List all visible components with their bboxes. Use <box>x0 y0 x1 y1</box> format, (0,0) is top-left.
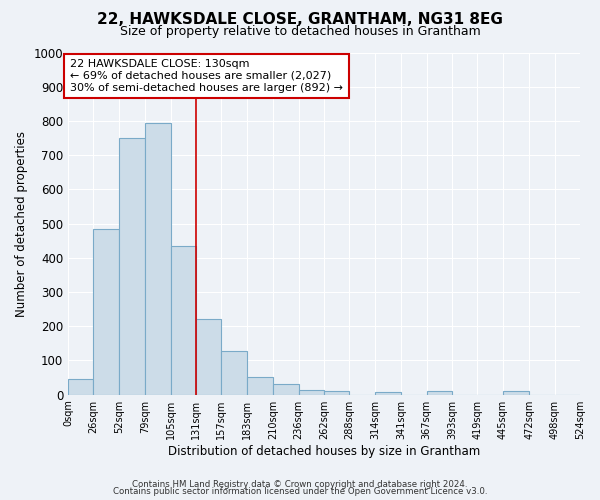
Bar <box>273 384 299 394</box>
Bar <box>94 228 119 394</box>
Bar <box>247 377 273 394</box>
Text: 22, HAWKSDALE CLOSE, GRANTHAM, NG31 8EG: 22, HAWKSDALE CLOSE, GRANTHAM, NG31 8EG <box>97 12 503 28</box>
Text: 22 HAWKSDALE CLOSE: 130sqm
← 69% of detached houses are smaller (2,027)
30% of s: 22 HAWKSDALE CLOSE: 130sqm ← 69% of deta… <box>70 60 343 92</box>
Bar <box>503 392 529 394</box>
Bar <box>299 390 324 394</box>
X-axis label: Distribution of detached houses by size in Grantham: Distribution of detached houses by size … <box>168 444 480 458</box>
Bar <box>145 122 170 394</box>
Bar <box>68 380 94 394</box>
Bar <box>375 392 401 394</box>
Text: Contains HM Land Registry data © Crown copyright and database right 2024.: Contains HM Land Registry data © Crown c… <box>132 480 468 489</box>
Y-axis label: Number of detached properties: Number of detached properties <box>15 130 28 316</box>
Bar <box>170 246 196 394</box>
Bar <box>221 351 247 395</box>
Bar <box>324 392 349 394</box>
Bar <box>196 320 221 394</box>
Text: Size of property relative to detached houses in Grantham: Size of property relative to detached ho… <box>119 25 481 38</box>
Text: Contains public sector information licensed under the Open Government Licence v3: Contains public sector information licen… <box>113 487 487 496</box>
Bar <box>427 392 452 394</box>
Bar <box>119 138 145 394</box>
